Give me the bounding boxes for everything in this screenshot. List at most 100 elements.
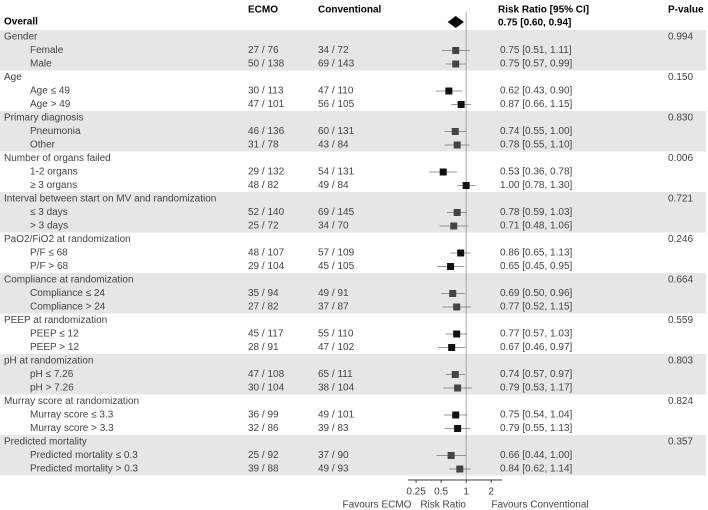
rr-label: 0.53 [0.36, 0.78] xyxy=(500,167,573,178)
ecmo-count: 31 / 78 xyxy=(248,140,279,151)
col-header: ECMO xyxy=(248,5,278,16)
ecmo-count: 48 / 82 xyxy=(248,180,279,191)
rr-label: 0.86 [0.65, 1.13] xyxy=(500,248,573,259)
row-label: P/F ≤ 68 xyxy=(30,248,68,259)
group-label: Gender xyxy=(4,32,38,43)
row-label: PEEP > 12 xyxy=(30,342,79,353)
row-label: Murray score > 3.3 xyxy=(30,423,114,434)
rr-label: 1.00 [0.78, 1.30] xyxy=(500,180,573,191)
group-shade xyxy=(0,111,706,152)
rr-label: 0.77 [0.57, 1.03] xyxy=(500,329,573,340)
ecmo-count: 29 / 132 xyxy=(248,167,285,178)
conv-count: 57 / 109 xyxy=(318,248,355,259)
ecmo-count: 28 / 91 xyxy=(248,342,279,353)
conv-count: 49 / 84 xyxy=(318,180,349,191)
p-value: 0.246 xyxy=(668,234,693,245)
conv-count: 38 / 104 xyxy=(318,383,355,394)
ecmo-count: 30 / 104 xyxy=(248,383,285,394)
col-header: P-value xyxy=(668,5,704,16)
rr-label: 0.87 [0.66, 1.15] xyxy=(500,99,573,110)
estimate-marker xyxy=(453,330,461,338)
conv-count: 37 / 90 xyxy=(318,450,349,461)
ecmo-count: 35 / 94 xyxy=(248,288,279,299)
ecmo-count: 27 / 76 xyxy=(248,45,279,56)
conv-count: 34 / 72 xyxy=(318,45,349,56)
rr-label: 0.79 [0.53, 1.17] xyxy=(500,383,573,394)
estimate-marker xyxy=(439,168,447,176)
ecmo-count: 46 / 136 xyxy=(248,126,285,137)
ecmo-count: 25 / 92 xyxy=(248,450,279,461)
estimate-marker xyxy=(457,101,465,108)
estimate-marker xyxy=(450,222,458,230)
estimate-marker xyxy=(456,465,464,473)
group-shade xyxy=(0,354,706,395)
rr-label: 0.65 [0.45, 0.95] xyxy=(500,261,573,272)
conv-count: 60 / 131 xyxy=(318,126,355,137)
x-tick-label: 2 xyxy=(488,487,494,498)
estimate-marker xyxy=(449,290,457,297)
row-label: 1-2 organs xyxy=(30,167,78,178)
row-label: Age ≤ 49 xyxy=(30,86,70,97)
conv-count: 55 / 110 xyxy=(318,329,354,340)
estimate-marker xyxy=(451,128,459,135)
group-label: Murray score at randomization xyxy=(4,396,139,407)
group-label: PEEP at randomization xyxy=(4,315,107,326)
group-shade xyxy=(0,435,706,476)
estimate-marker xyxy=(453,141,461,149)
estimate-marker xyxy=(447,452,455,459)
estimate-marker xyxy=(452,411,460,419)
col-header: Risk Ratio [95% CI] xyxy=(498,5,589,16)
row-label: PEEP ≤ 12 xyxy=(30,329,79,340)
rr-label: 0.69 [0.50, 0.96] xyxy=(500,288,573,299)
rr-label: 0.66 [0.44, 1.00] xyxy=(500,450,573,461)
estimate-marker xyxy=(448,344,456,351)
rr-label: 0.75 [0.51, 1.11] xyxy=(500,45,572,56)
ecmo-count: 45 / 117 xyxy=(248,329,284,340)
p-value: 0.357 xyxy=(668,437,693,448)
ecmo-count: 39 / 88 xyxy=(248,464,279,475)
conv-count: 39 / 83 xyxy=(318,423,349,434)
p-value: 0.830 xyxy=(668,113,693,124)
conv-count: 69 / 143 xyxy=(318,59,355,70)
estimate-marker xyxy=(462,182,470,189)
ecmo-count: 50 / 138 xyxy=(248,59,285,70)
conv-count: 34 / 70 xyxy=(318,221,349,232)
group-shade xyxy=(0,273,706,314)
rr-label: 0.77 [0.52, 1.15] xyxy=(500,302,573,313)
col-header: Conventional xyxy=(318,5,382,16)
row-label: pH ≤ 7.26 xyxy=(30,369,74,380)
p-value: 0.559 xyxy=(668,315,693,326)
conv-count: 43 / 84 xyxy=(318,140,349,151)
overall-diamond xyxy=(447,16,464,28)
conv-count: 49 / 91 xyxy=(318,288,349,299)
overall-label: Overall xyxy=(4,17,38,28)
p-value: 0.664 xyxy=(668,275,693,286)
group-label: pH at randomization xyxy=(4,356,94,367)
p-value: 0.006 xyxy=(668,153,693,164)
group-label: PaO2/FiO2 at randomization xyxy=(4,234,131,245)
right-note: Favours Conventional xyxy=(491,500,588,510)
conv-count: 47 / 110 xyxy=(318,86,354,97)
conv-count: 54 / 131 xyxy=(318,167,355,178)
row-label: ≤ 3 days xyxy=(30,207,68,218)
estimate-marker xyxy=(447,263,455,270)
rr-label: 0.84 [0.62, 1.14] xyxy=(500,464,573,475)
group-label: Predicted mortality xyxy=(4,437,87,448)
group-label: Compliance at randomization xyxy=(4,275,134,286)
row-label: Compliance > 24 xyxy=(30,302,106,313)
rr-label: 0.75 [0.54, 1.04] xyxy=(500,410,573,421)
rr-label: 0.74 [0.57, 0.97] xyxy=(500,369,573,380)
ecmo-count: 29 / 104 xyxy=(248,261,285,272)
estimate-marker xyxy=(452,47,460,54)
conv-count: 49 / 93 xyxy=(318,464,349,475)
ecmo-count: 47 / 108 xyxy=(248,369,285,380)
estimate-marker xyxy=(451,371,459,378)
p-value: 0.994 xyxy=(668,32,693,43)
row-label: Age > 49 xyxy=(30,99,71,110)
row-label: Murray score ≤ 3.3 xyxy=(30,410,114,421)
p-value: 0.824 xyxy=(668,396,693,407)
group-label: Age xyxy=(4,72,22,83)
rr-label: 0.78 [0.59, 1.03] xyxy=(500,207,573,218)
ecmo-count: 32 / 86 xyxy=(248,423,279,434)
row-label: Predicted mortality > 0.3 xyxy=(30,464,139,475)
